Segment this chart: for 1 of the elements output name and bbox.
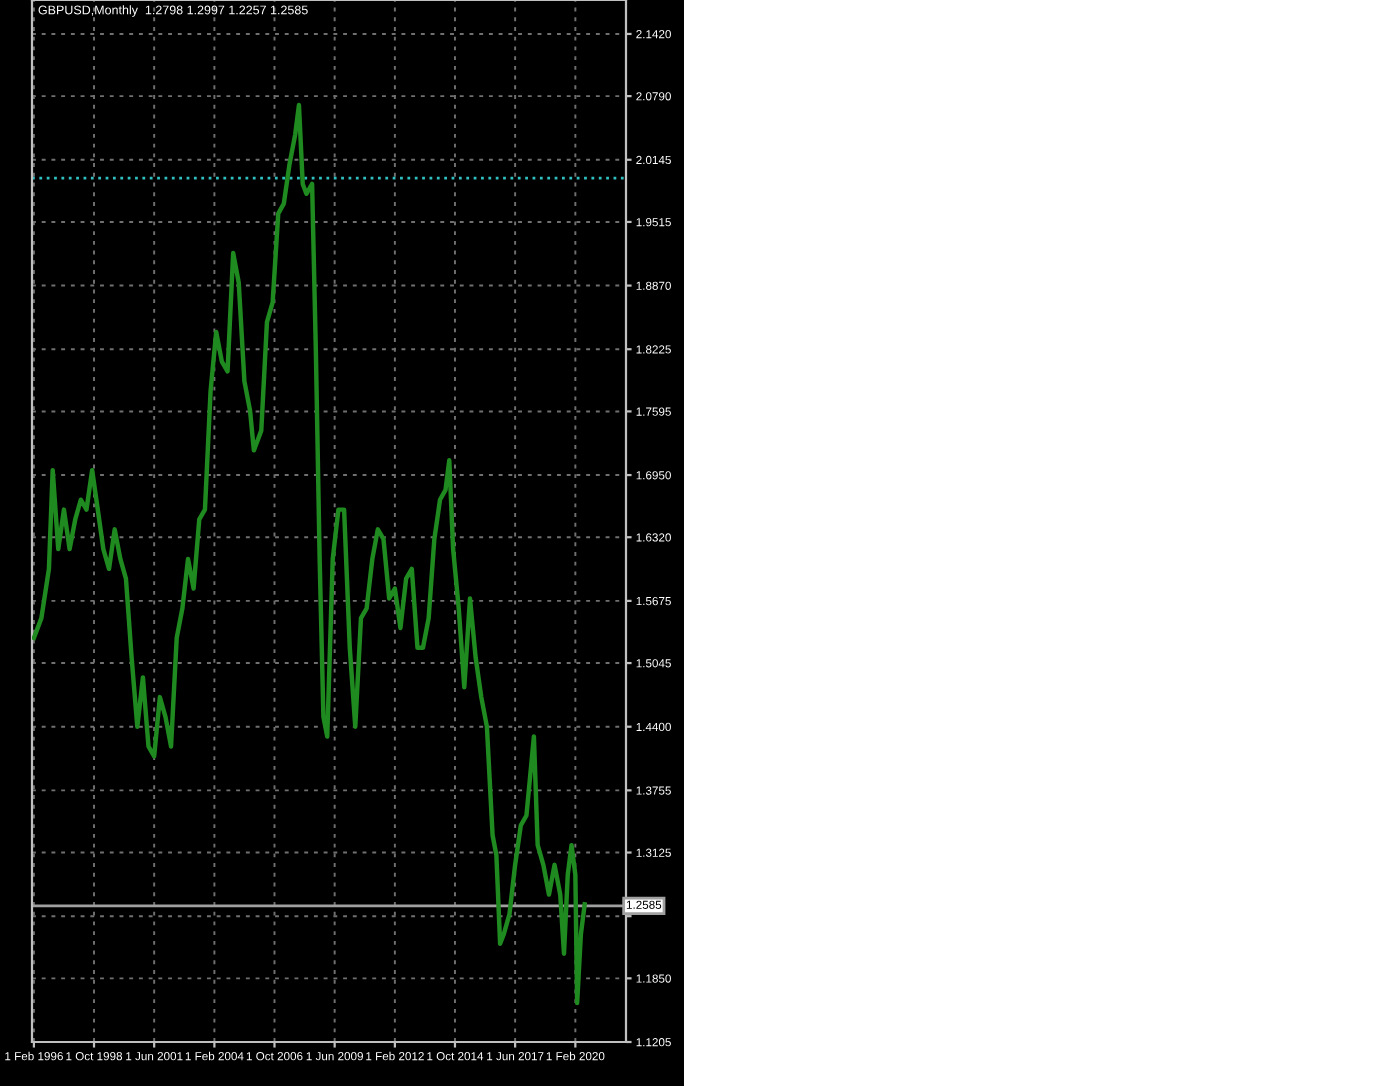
line-series: [32, 102, 587, 1006]
